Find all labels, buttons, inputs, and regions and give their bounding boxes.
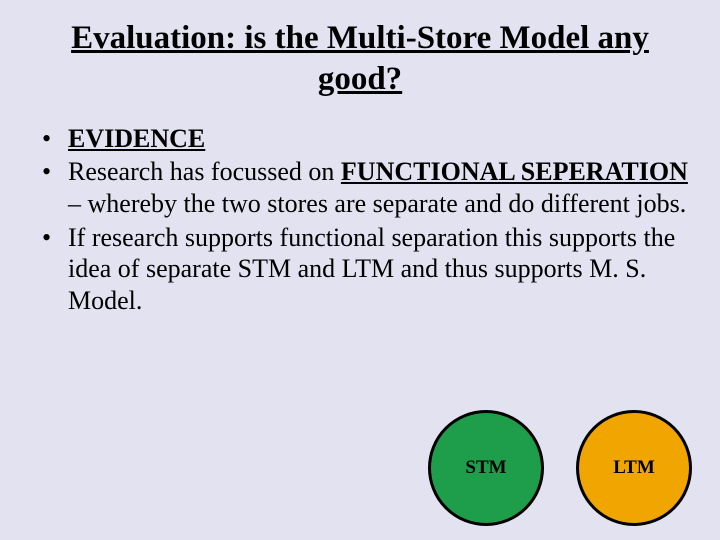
bullet-list: EVIDENCE Research has focussed on FUNCTI… [30, 123, 690, 317]
slide-title: Evaluation: is the Multi-Store Model any… [60, 18, 660, 101]
bullet-text-emph: FUNCTIONAL SEPERATION [341, 157, 688, 186]
stm-label: STM [465, 457, 506, 479]
bullet-text-prefix: If research supports functional separati… [68, 223, 675, 315]
bullet-item: If research supports functional separati… [38, 222, 690, 317]
slide: Evaluation: is the Multi-Store Model any… [0, 0, 720, 540]
bullet-text-emph: EVIDENCE [68, 124, 205, 153]
ltm-label: LTM [613, 457, 655, 479]
bullet-item: EVIDENCE [38, 123, 690, 155]
stm-circle: STM [428, 410, 544, 526]
ltm-circle: LTM [576, 410, 692, 526]
circles-group: STM LTM [428, 410, 692, 526]
bullet-text-suffix: – whereby the two stores are separate an… [68, 189, 686, 218]
bullet-item: Research has focussed on FUNCTIONAL SEPE… [38, 156, 690, 219]
bullet-text-prefix: Research has focussed on [68, 157, 341, 186]
